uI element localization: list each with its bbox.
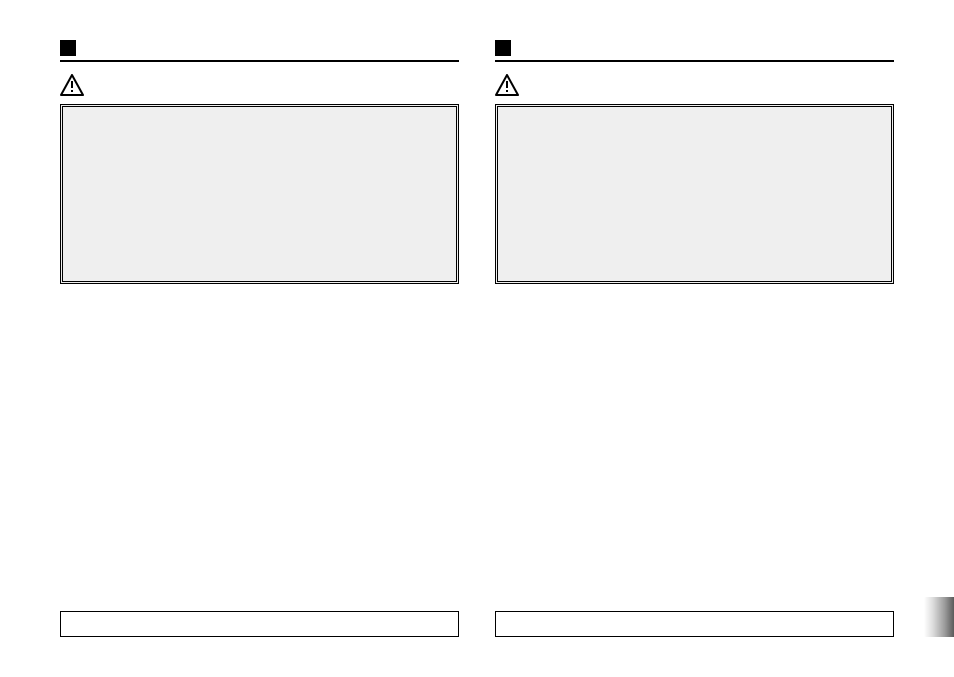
warning-triangle-icon <box>495 74 519 96</box>
right-bottom-box <box>495 611 894 637</box>
two-column-layout <box>60 40 894 637</box>
right-column <box>495 40 894 637</box>
square-bullet-icon <box>60 40 76 56</box>
left-heading-row <box>60 40 459 56</box>
right-warning-row <box>495 72 894 98</box>
left-bottom-box <box>60 611 459 637</box>
left-horizontal-rule <box>60 60 459 62</box>
right-heading-row <box>495 40 894 56</box>
right-horizontal-rule <box>495 60 894 62</box>
right-edge-tab <box>924 597 954 637</box>
square-bullet-icon <box>495 40 511 56</box>
warning-triangle-icon <box>60 74 84 96</box>
page <box>0 0 954 677</box>
left-warning-box <box>60 104 459 284</box>
right-warning-box <box>495 104 894 284</box>
left-column <box>60 40 459 637</box>
left-warning-row <box>60 72 459 98</box>
